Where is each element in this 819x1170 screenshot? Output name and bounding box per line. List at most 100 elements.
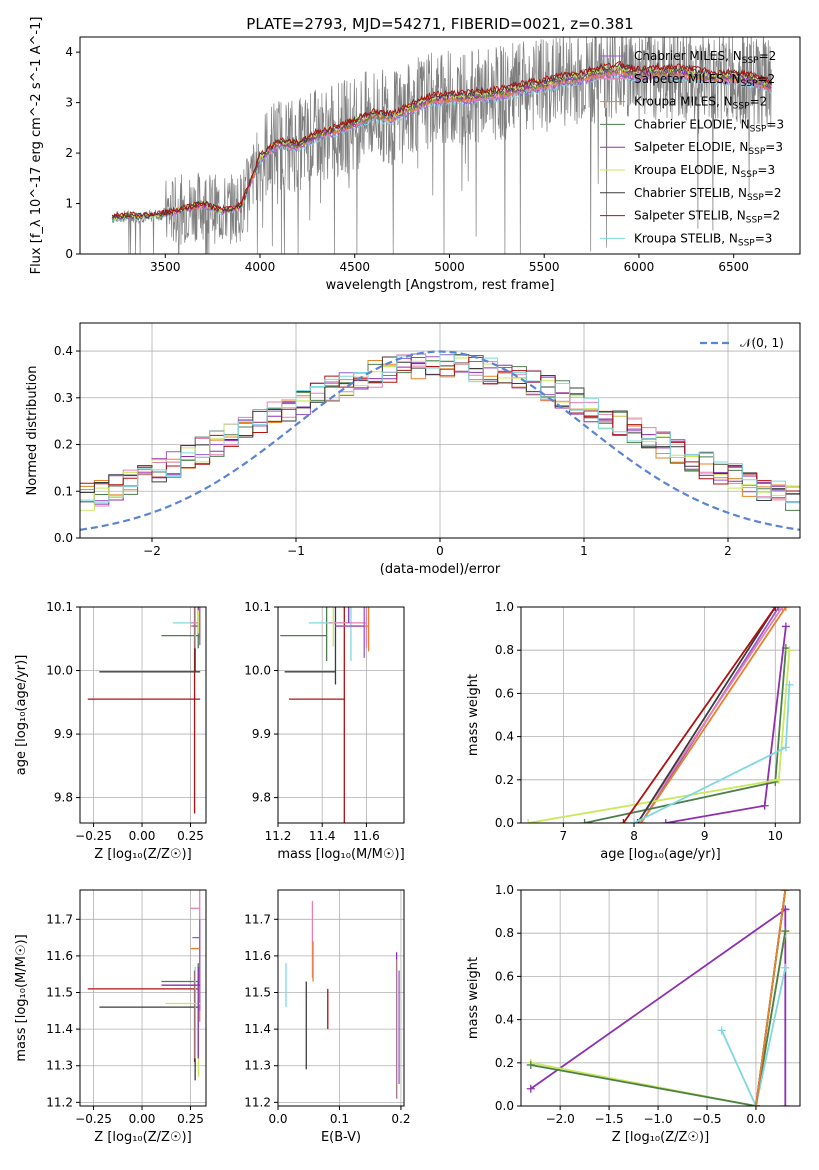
mass_vs_Z-plot bbox=[87, 890, 201, 1081]
x-axis-label: Z [log₁₀(Z/Z☉)] bbox=[94, 1130, 191, 1145]
y-tick-label: 11.5 bbox=[46, 986, 73, 1000]
plot-frame bbox=[520, 606, 801, 824]
spectrum-axes: 3500 4000 4500 5000 5500 6000 6500 0 1 2 3 4 wavelen… bbox=[29, 17, 749, 293]
y-tick-label: 11.2 bbox=[46, 1095, 73, 1109]
legend-label: Kroupa MILES, NSSP=2 bbox=[634, 95, 767, 112]
x-tick-label: 5000 bbox=[434, 260, 465, 274]
y-axis-label: Normed distribution bbox=[25, 366, 40, 496]
x-tick-label: 0.00 bbox=[129, 1112, 156, 1126]
spectrum-plot bbox=[111, 37, 773, 254]
x-tick-label: 5500 bbox=[529, 260, 560, 274]
legend-label: Chabrier ELODIE, NSSP=3 bbox=[634, 117, 784, 134]
y-tick-label: 11.3 bbox=[244, 1059, 271, 1073]
x-tick-label: 0.1 bbox=[330, 1112, 349, 1126]
x-tick-label: −1.0 bbox=[643, 1112, 672, 1126]
x-tick-label: 11.4 bbox=[309, 829, 336, 843]
x-tick-label: 4000 bbox=[245, 260, 276, 274]
y-tick-label: 11.4 bbox=[244, 1022, 271, 1036]
y-tick-label: 0.3 bbox=[54, 391, 73, 405]
model-line-salpeter_stelib bbox=[111, 60, 773, 220]
legend-label: Kroupa STELIB, NSSP=3 bbox=[634, 231, 772, 248]
x-axis-label: age [log₁₀(age/yr)] bbox=[600, 847, 721, 862]
x-tick-label: −0.25 bbox=[75, 829, 112, 843]
weight-marker bbox=[781, 622, 790, 631]
y-tick-label: 0.4 bbox=[54, 344, 73, 358]
x-tick-label: 6500 bbox=[718, 260, 749, 274]
weight-marker bbox=[524, 819, 533, 823]
hist-kroupa_stelib bbox=[80, 352, 800, 504]
weight-marker bbox=[771, 607, 780, 611]
weight-marker bbox=[781, 1102, 790, 1106]
residual_hist-plot bbox=[80, 350, 800, 531]
weight-marker bbox=[781, 890, 790, 894]
y-tick-label: 9.8 bbox=[54, 791, 73, 805]
x-axis-label: Z [log₁₀(Z/Z☉)] bbox=[94, 847, 191, 862]
y-tick-label: 9.9 bbox=[252, 727, 271, 741]
x-tick-label: 0 bbox=[436, 544, 444, 558]
weight-line-chabrier_stelib bbox=[636, 607, 777, 823]
x-axis-label: wavelength [Angstrom, rest frame] bbox=[326, 278, 555, 293]
x-tick-label: 1 bbox=[580, 544, 588, 558]
x-tick-label: 0.2 bbox=[391, 1112, 410, 1126]
y-tick-label: 11.7 bbox=[46, 912, 73, 926]
plot-frame bbox=[79, 889, 207, 1107]
plot-frame bbox=[277, 889, 405, 1107]
x-axis-label: Z [log₁₀(Z/Z☉)] bbox=[612, 1130, 709, 1145]
x-tick-label: 3500 bbox=[150, 260, 181, 274]
x-tick-label: −0.5 bbox=[692, 1112, 721, 1126]
y-axis-label: age [log₁₀(age/yr)] bbox=[14, 655, 29, 776]
plot-frame bbox=[520, 889, 801, 1107]
weight-line-kroupa_stelib bbox=[720, 967, 787, 1106]
legend-label: Chabrier STELIB, NSSP=2 bbox=[634, 186, 782, 203]
weight-marker bbox=[619, 819, 628, 823]
y-tick-label: 9.9 bbox=[54, 727, 73, 741]
y-tick-label: 11.5 bbox=[244, 986, 271, 1000]
x-tick-label: 0.25 bbox=[177, 829, 204, 843]
y-tick-label: 2 bbox=[65, 146, 73, 160]
y-tick-label: 0.0 bbox=[54, 531, 73, 545]
y-tick-label: 0.2 bbox=[495, 773, 514, 787]
weight-marker bbox=[630, 819, 639, 823]
y-tick-label: 0.6 bbox=[495, 969, 514, 983]
x-tick-label: 7 bbox=[560, 829, 568, 843]
x-tick-label: −2 bbox=[143, 544, 161, 558]
x-tick-label: 10 bbox=[768, 829, 783, 843]
y-tick-label: 11.4 bbox=[46, 1022, 73, 1036]
x-tick-label: 9 bbox=[701, 829, 709, 843]
y-tick-label: 10.0 bbox=[244, 664, 271, 678]
x-tick-label: −2.0 bbox=[546, 1112, 575, 1126]
weight-marker bbox=[760, 801, 769, 810]
y-tick-label: 11.3 bbox=[46, 1059, 73, 1073]
x-tick-label: 0.0 bbox=[746, 1112, 765, 1126]
weight-marker bbox=[781, 927, 790, 936]
plot-frame bbox=[79, 322, 801, 539]
figure-title: PLATE=2793, MJD=54271, FIBERID=0021, z=0… bbox=[246, 15, 633, 33]
y-tick-label: 9.8 bbox=[252, 791, 271, 805]
massweight_vs_Z-plot bbox=[526, 890, 790, 1106]
weight-marker bbox=[785, 646, 794, 655]
y-tick-label: 0.8 bbox=[495, 926, 514, 940]
weight-line-salpeter_stelib bbox=[622, 607, 777, 823]
x-tick-label: 2 bbox=[724, 544, 732, 558]
y-tick-label: 10.1 bbox=[244, 600, 271, 614]
legend-gaussian-label: 𝒩(0, 1) bbox=[740, 336, 784, 350]
weight-marker bbox=[781, 743, 790, 752]
y-tick-label: 0.0 bbox=[495, 816, 514, 830]
y-axis-label: Flux [f_λ 10^-17 erg cm^-2 s^-1 A^-1] bbox=[29, 17, 44, 275]
x-tick-label: −1.5 bbox=[595, 1112, 624, 1126]
y-tick-label: 0.4 bbox=[495, 730, 514, 744]
legend-label: Salpeter MILES, NSSP=2 bbox=[634, 72, 775, 89]
y-tick-label: 3 bbox=[65, 96, 73, 110]
y-tick-label: 1 bbox=[65, 197, 73, 211]
x-tick-label: 8 bbox=[630, 829, 638, 843]
y-axis-label: mass weight bbox=[466, 957, 481, 1039]
spectrum-legend: Chabrier MILES, NSSP=2 Salpeter MILES, NS… bbox=[600, 49, 784, 248]
weight-marker bbox=[580, 819, 589, 823]
y-tick-label: 10.1 bbox=[46, 600, 73, 614]
weight-marker bbox=[781, 963, 790, 972]
age_vs_mass-plot bbox=[280, 607, 370, 823]
weight-marker bbox=[661, 819, 670, 823]
weight-marker bbox=[774, 607, 783, 611]
x-tick-label: 4500 bbox=[339, 260, 370, 274]
